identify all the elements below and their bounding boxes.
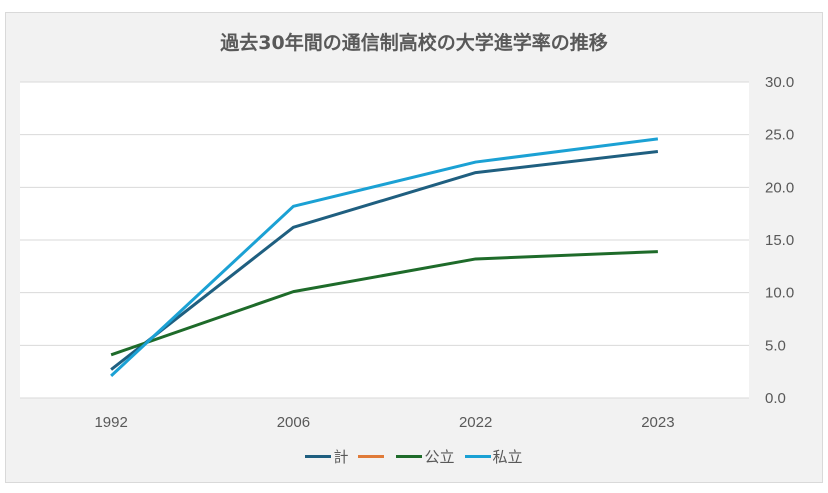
legend-label: 私立 xyxy=(492,448,523,466)
legend-swatch xyxy=(464,455,491,458)
y-tick-label: 0.0 xyxy=(765,390,786,407)
x-tick-label: 2006 xyxy=(277,414,310,431)
legend-item: 公立 xyxy=(396,446,455,467)
y-tick-label: 15.0 xyxy=(765,232,794,249)
series-line-公立 xyxy=(110,250,658,357)
y-tick-label: 10.0 xyxy=(765,285,794,302)
series-line-計 xyxy=(110,150,659,371)
y-tick-label: 30.0 xyxy=(765,74,794,91)
x-tick-label: 2023 xyxy=(641,414,674,431)
legend-label: 計 xyxy=(333,448,349,466)
legend-item xyxy=(358,446,386,467)
y-tick-label: 5.0 xyxy=(765,337,786,354)
y-tick-label: 25.0 xyxy=(765,127,794,144)
chart-title: 過去30年間の通信制高校の大学進学率の推移 xyxy=(220,32,608,54)
legend-label: 公立 xyxy=(424,448,455,466)
series-line-私立 xyxy=(110,137,659,377)
legend-swatch xyxy=(396,455,423,458)
y-tick-label: 20.0 xyxy=(765,179,794,196)
legend-swatch xyxy=(358,455,385,458)
x-tick-label: 1992 xyxy=(94,414,127,431)
legend-item: 計 xyxy=(305,446,348,467)
legend-item: 私立 xyxy=(464,446,523,467)
legend: 計 公立 私立 xyxy=(0,446,828,467)
x-tick-label: 2022 xyxy=(459,414,492,431)
legend-swatch xyxy=(305,455,332,458)
